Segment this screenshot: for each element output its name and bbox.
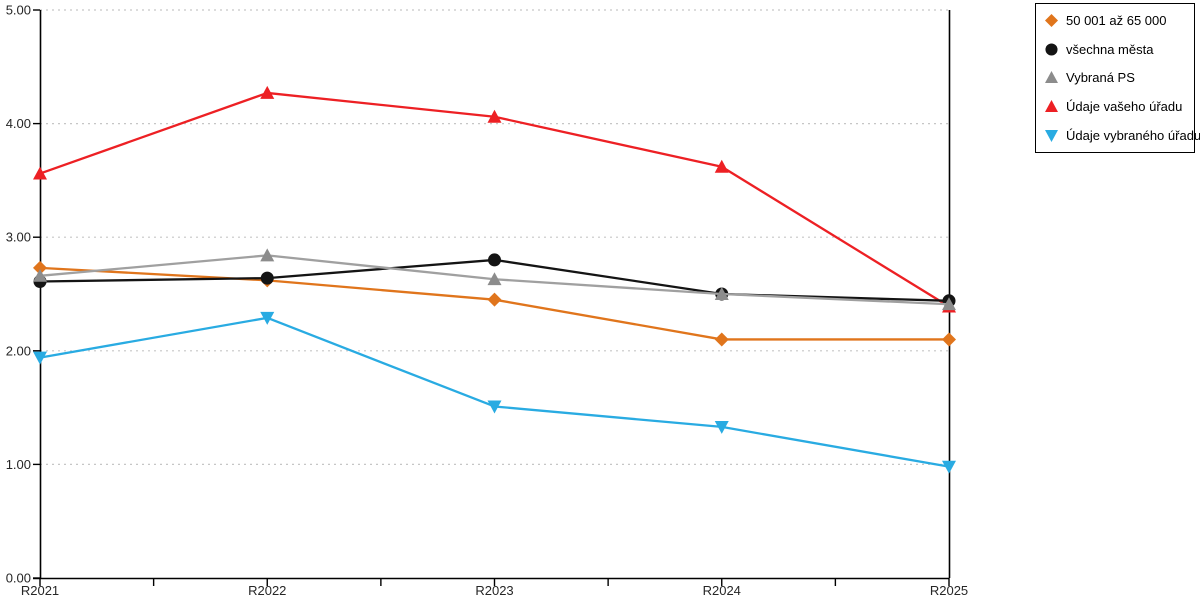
triangle-up-marker-shape [1045,71,1058,84]
triangle-up-marker-icon [487,109,502,123]
circle-marker-icon [1045,43,1058,56]
legend-label: Vybraná PS [1066,70,1135,86]
diamond-marker-icon [942,332,956,347]
legend-item: 50 001 až 65 000 [1036,6,1194,34]
triangle-down-marker-icon [1045,130,1058,143]
circle-marker-icon [260,271,274,285]
triangle-up-marker-icon [714,159,729,173]
triangle-down-marker-icon [714,420,729,434]
triangle-up-marker-icon [487,272,502,286]
diamond-marker-icon [1045,13,1058,27]
legend: 50 001 až 65 000 všechna města Vybraná PS Ú… [1035,3,1200,153]
series-2 [33,248,956,311]
y-tick-label: 5.00 [6,3,31,18]
triangle-up-marker-icon [33,166,47,180]
triangle-down-marker-icon [33,351,47,365]
y-tick-label: 1.00 [6,457,31,472]
circle-marker-shape [1045,43,1058,56]
series-4 [33,311,956,474]
diamond-marker-icon [33,260,47,275]
triangle-up-marker-icon [260,85,275,99]
triangle-up-marker-icon [1045,100,1058,113]
triangle-up-marker-icon [33,268,47,282]
y-tick-label: 3.00 [6,230,31,245]
diamond-marker-icon [487,292,502,307]
y-tick-label: 4.00 [6,116,31,131]
y-tick-label: 2.00 [6,343,31,358]
y-tick-label: 0.00 [6,571,31,586]
circle-marker-icon [487,253,502,267]
legend-label: 50 001 až 65 000 [1066,12,1167,28]
x-tick-label: R2024 [703,583,741,598]
triangle-down-marker-icon [942,460,956,474]
legend-item: Údaje vašeho úřadu [1036,93,1194,121]
legend-label: všechna města [1066,41,1154,57]
x-tick-label: R2023 [475,583,513,598]
x-tick-label: R2021 [21,583,59,598]
diamond-marker-shape [1045,13,1058,27]
triangle-down-marker-icon [260,311,275,325]
triangle-up-marker-icon [1045,71,1058,84]
legend-item: Údaje vybraného úřadu [1036,122,1200,150]
diamond-marker-icon [714,332,729,347]
x-tick-label: R2022 [248,583,286,598]
triangle-up-marker-shape [1045,100,1058,113]
triangle-up-marker-icon [942,297,956,311]
legend-label: Údaje vybraného úřadu [1066,128,1200,144]
legend-label: Údaje vašeho úřadu [1066,99,1183,115]
triangle-down-marker-icon [487,400,502,414]
triangle-up-marker-icon [714,287,729,300]
x-tick-label: R2025 [930,583,968,598]
legend-item: Vybraná PS [1036,64,1194,92]
triangle-down-marker-shape [1045,130,1058,143]
triangle-up-marker-icon [260,248,275,262]
legend-item: všechna města [1036,35,1194,63]
